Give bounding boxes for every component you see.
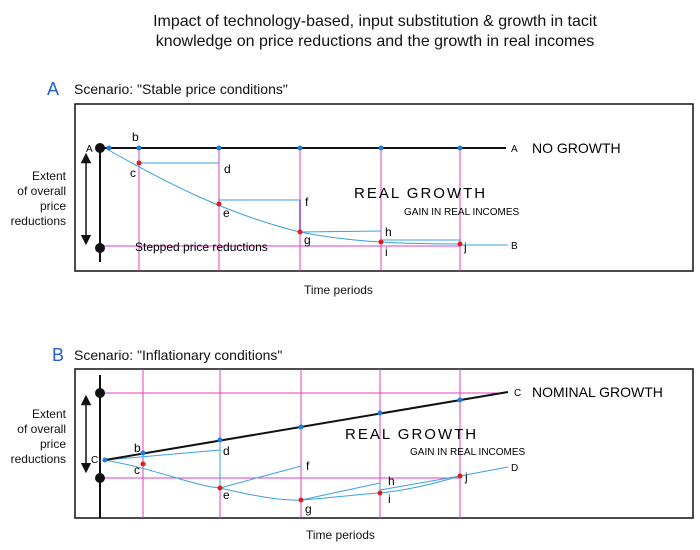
blue-dot bbox=[136, 145, 142, 151]
scenario-a-frame bbox=[74, 103, 694, 272]
real-growth-label-b: REAL GROWTH bbox=[345, 426, 478, 443]
point-label-h: h bbox=[388, 474, 395, 488]
scenario-b-diagram: C C NOMINAL GROWTH REAL GROWTH GAIN IN R… bbox=[74, 368, 694, 519]
nominal-growth-label: NOMINAL GROWTH bbox=[532, 384, 663, 400]
blue-step-line bbox=[459, 466, 509, 477]
page-title: Impact of technology-based, input substi… bbox=[60, 12, 690, 52]
blue-dot bbox=[217, 437, 223, 443]
point-label-f: f bbox=[306, 459, 310, 473]
side-label-line: reductions bbox=[10, 214, 66, 228]
point-label-b: b bbox=[134, 441, 141, 455]
point-label-h: h bbox=[385, 225, 392, 239]
line-start-label-a: A bbox=[86, 144, 93, 155]
point-label-j: j bbox=[464, 470, 468, 484]
side-label-line: of overall bbox=[17, 422, 66, 436]
blue-dot bbox=[216, 145, 222, 151]
point-label-c: c bbox=[134, 463, 140, 477]
blue-dot bbox=[298, 424, 304, 430]
red-dot bbox=[298, 497, 304, 503]
red-dot bbox=[457, 241, 463, 247]
red-dot bbox=[377, 490, 383, 496]
stepped-label: Stepped price reductions bbox=[135, 240, 268, 254]
blue-dot bbox=[377, 410, 383, 416]
red-dot bbox=[140, 461, 146, 467]
blue-step-line bbox=[300, 482, 381, 501]
red-dot bbox=[217, 485, 223, 491]
line-end-label-c: C bbox=[514, 388, 521, 399]
point-label-j: j bbox=[463, 240, 467, 254]
gain-label-a: GAIN IN REAL INCOMES bbox=[404, 207, 520, 218]
red-dot bbox=[378, 239, 384, 245]
red-dot bbox=[297, 229, 303, 235]
no-growth-label: NO GROWTH bbox=[532, 140, 621, 156]
point-label-e: e bbox=[223, 488, 230, 502]
scenario-a-x-label: Time periods bbox=[304, 283, 373, 297]
scenario-a-side-label: Extent of overall price reductions bbox=[0, 169, 66, 229]
axis-dot bbox=[95, 388, 105, 398]
side-label-line: of overall bbox=[17, 184, 66, 198]
point-label-d: d bbox=[223, 444, 230, 458]
scenario-b-letter: B bbox=[52, 345, 65, 365]
blue-step-line bbox=[299, 230, 382, 233]
title-line-1: Impact of technology-based, input substi… bbox=[153, 13, 597, 30]
line-end-label-a: A bbox=[511, 144, 518, 155]
point-label-d: d bbox=[224, 162, 231, 176]
red-dot bbox=[136, 160, 142, 166]
scenario-a-label: Scenario: "Stable price conditions" bbox=[74, 81, 288, 97]
side-label-line: reductions bbox=[10, 452, 66, 466]
real-growth-label-a: REAL GROWTH bbox=[354, 185, 487, 202]
point-label-i: i bbox=[388, 492, 391, 506]
blue-step-line bbox=[379, 475, 461, 491]
axis-dot bbox=[95, 143, 105, 153]
scenario-b-side-label: Extent of overall price reductions bbox=[0, 407, 66, 467]
red-dot bbox=[457, 473, 463, 479]
blue-step-line bbox=[104, 449, 221, 461]
nominal-growth-line bbox=[104, 391, 509, 461]
title-line-2: knowledge on price reductions and the gr… bbox=[155, 33, 595, 50]
blue-step-line bbox=[219, 465, 302, 489]
side-label-line: price bbox=[39, 199, 66, 213]
blue-dot bbox=[378, 145, 384, 151]
end-d-label: D bbox=[511, 463, 518, 474]
end-b-label: B bbox=[511, 241, 518, 252]
blue-dot bbox=[457, 397, 463, 403]
side-label-line: Extent bbox=[31, 407, 66, 421]
point-label-f: f bbox=[305, 195, 309, 209]
axis-dot bbox=[95, 243, 105, 253]
blue-dot bbox=[297, 145, 303, 151]
scenario-a-letter: A bbox=[47, 79, 60, 99]
point-label-g: g bbox=[305, 502, 312, 516]
point-label-e: e bbox=[223, 206, 230, 220]
point-label-g: g bbox=[304, 233, 311, 247]
price-reduction-curve bbox=[104, 459, 461, 501]
scenario-b-x-label: Time periods bbox=[306, 528, 375, 542]
blue-dot bbox=[457, 145, 463, 151]
scenario-a-diagram: A A NO GROWTH REAL GROWTH GAIN IN REAL I… bbox=[74, 103, 694, 272]
side-label-line: Extent bbox=[31, 169, 66, 183]
red-dot bbox=[216, 201, 222, 207]
axis-dot bbox=[95, 473, 105, 483]
point-label-b: b bbox=[132, 130, 139, 144]
side-label-line: price bbox=[39, 437, 66, 451]
point-label-i: i bbox=[385, 245, 388, 259]
gain-label-b: GAIN IN REAL INCOMES bbox=[410, 447, 526, 458]
blue-dot bbox=[102, 457, 108, 463]
scenario-b-frame bbox=[74, 368, 694, 519]
blue-dot bbox=[106, 145, 112, 151]
blue-dot bbox=[140, 450, 146, 456]
line-start-label-c: C bbox=[91, 455, 98, 466]
point-label-c: c bbox=[130, 166, 136, 180]
scenario-b-label: Scenario: "Inflationary conditions" bbox=[74, 347, 283, 363]
